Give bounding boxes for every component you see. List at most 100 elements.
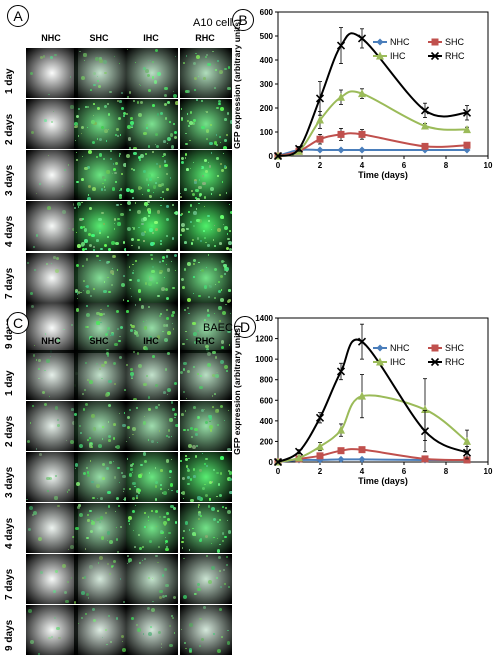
y-tick-label: 1400 [255,314,273,323]
a-micrograph-cell [126,99,178,149]
c-row-header: 3 days [4,466,15,498]
x-tick-label: 6 [402,161,407,170]
c-micrograph-cell [26,401,78,451]
a-row-header: 7 days [4,267,15,299]
a-micrograph-cell [26,150,78,200]
x-axis-label: Time (days) [358,476,408,486]
data-point-shc [337,130,345,138]
legend-entry: RHC [428,357,465,367]
c-row-header: 2 days [4,415,15,447]
y-tick-label: 500 [260,32,274,41]
a-column-header: SHC [89,33,109,43]
a-micrograph-cell [180,99,232,149]
c-micrograph-cell [126,401,178,451]
c-micrograph-cell [26,554,78,604]
data-point-shc [316,135,324,143]
a-micrograph-cell [180,48,232,98]
legend-entry: SHC [428,343,465,353]
c-micrograph-cell [126,350,178,400]
panel-letter-a: A [7,5,29,27]
y-axis-label: GFP expression (arbitrary units) [232,19,242,149]
plot-area [277,11,489,157]
data-point-nhc [316,146,324,154]
data-point-rhc [357,337,367,346]
legend-entry: RHC [428,51,465,61]
panel-letter-c: C [7,312,29,334]
data-point-shc [463,141,471,149]
a-micrograph-cell [126,150,178,200]
y-tick-label: 600 [260,396,274,405]
data-point-rhc [315,413,325,422]
legend-marker [376,344,384,352]
panel-letter-b: B [232,9,254,31]
data-point-rhc [294,144,304,153]
data-point-shc [358,446,366,454]
data-point-ihc [463,436,471,445]
legend-marker [376,51,384,60]
a-micrograph-cell [74,150,126,200]
data-point-shc [463,456,471,464]
c-micrograph-cell [26,503,78,553]
c-micrograph-cell [74,554,126,604]
c-micrograph-cell [180,401,232,451]
c-column-header: RHC [195,336,215,346]
data-point-ihc [337,92,345,101]
y-tick-label: 600 [260,8,274,17]
a-micrograph-cell [180,253,232,303]
legend-label: SHC [445,37,465,47]
c-micrograph-cell [74,503,126,553]
data-point-nhc [337,455,345,463]
x-tick-label: 0 [276,161,281,170]
data-point-rhc [357,34,367,43]
data-point-ihc [421,121,429,130]
c-row-header: 7 days [4,568,15,600]
data-point-rhc [294,447,304,456]
a-micrograph-cell [180,150,232,200]
data-point-ihc [463,125,471,134]
data-point-shc [421,142,429,150]
data-point-rhc [336,367,346,376]
c-micrograph-cell [180,605,232,655]
a-column-header: NHC [41,33,61,43]
a-micrograph-cell [74,48,126,98]
y-tick-label: 800 [260,376,274,385]
a-micrograph-cell [74,201,126,251]
data-point-ihc [358,89,366,98]
data-point-rhc [462,448,472,457]
y-tick-label: 400 [260,417,274,426]
x-tick-label: 10 [484,161,493,170]
c-micrograph-cell [126,554,178,604]
legend-marker [430,51,440,61]
c-micrograph-cell [74,452,126,502]
x-tick-label: 4 [360,161,365,170]
c-micrograph-cell [180,452,232,502]
plot-area [277,317,489,463]
c-micrograph-cell [26,350,78,400]
c-column-header: NHC [41,336,61,346]
x-tick-label: 8 [444,467,449,476]
chart-svg: 0 200 400 600 800 1000 1200 1400 0 2 4 6 8 10 Time (da… [232,314,493,486]
a-row-header: 1 day [4,68,15,94]
x-axis-label: Time (days) [358,170,408,180]
legend-entry: NHC [373,37,410,47]
x-tick-label: 2 [318,467,323,476]
c-micrograph-cell [126,452,178,502]
legend-marker [431,344,439,352]
y-tick-label: 200 [260,437,274,446]
legend-marker [430,357,440,367]
a-micrograph-cell [26,48,78,98]
c-micrograph-cell [180,554,232,604]
panel-letter-d: D [234,316,256,338]
legend-entry: IHC [373,51,406,61]
c-micrograph-cell [26,605,78,655]
legend-entry: IHC [373,357,406,367]
c-micrograph-cell [74,401,126,451]
x-tick-label: 0 [276,467,281,476]
data-point-rhc [420,427,430,436]
c-micrograph-cell [180,503,232,553]
data-point-ihc [358,391,366,400]
data-point-ihc [421,405,429,414]
c-row-header: 1 day [4,370,15,396]
a-micrograph-cell [180,303,232,353]
a-micrograph-cell [74,99,126,149]
